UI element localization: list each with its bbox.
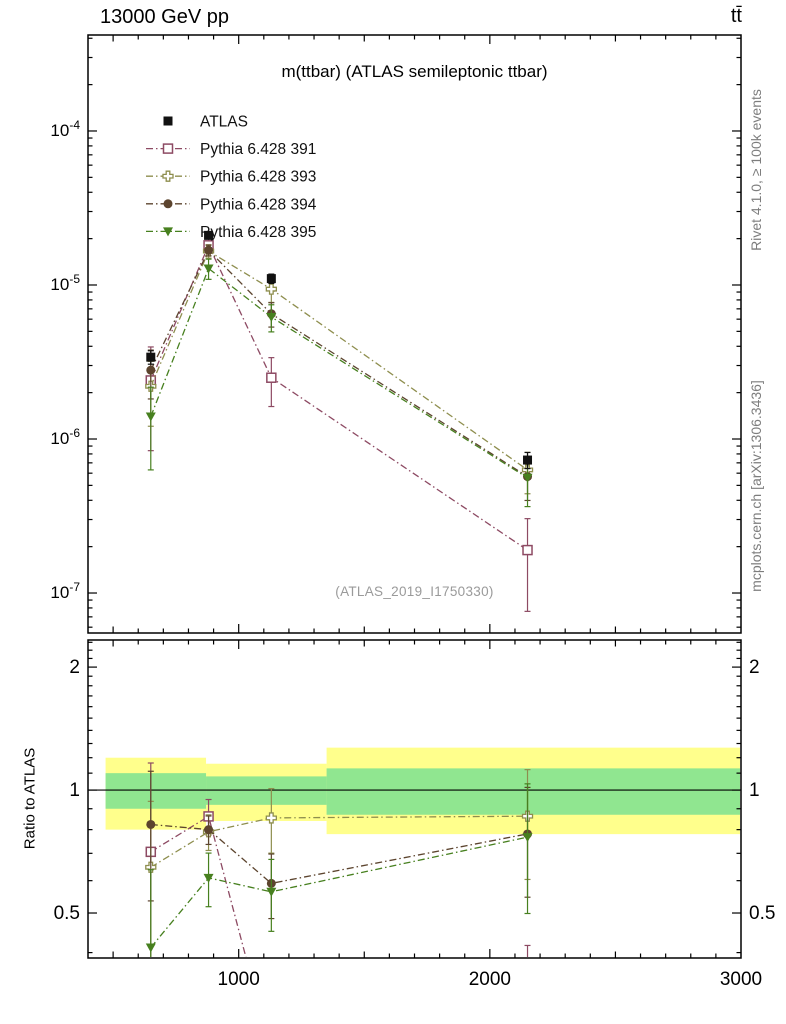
legend-item-label: Pythia 6.428 395 bbox=[200, 224, 316, 241]
legend-item: ATLAS bbox=[163, 114, 248, 131]
data-point-open-cross bbox=[162, 170, 174, 182]
process-label: tt̄ bbox=[730, 5, 742, 27]
y-axis-tick-label: 10-4 bbox=[50, 118, 80, 140]
data-point-triangle-down bbox=[203, 873, 214, 883]
data-point-triangle-down bbox=[522, 473, 533, 483]
series-pythia-6-428-394 bbox=[146, 244, 533, 502]
ratio-tick-label-right: 1 bbox=[749, 780, 760, 801]
data-point-filled-circle bbox=[163, 199, 173, 209]
tspan: -5 bbox=[69, 272, 80, 286]
y-axis-tick-label: 10-6 bbox=[50, 426, 80, 448]
data-point-triangle-down bbox=[163, 227, 173, 237]
data-point-open-cross bbox=[265, 283, 277, 295]
tspan: -7 bbox=[69, 580, 80, 594]
rivet-version-note: Rivet 4.1.0, ≥ 100k events bbox=[748, 89, 764, 251]
green-uncertainty-band bbox=[326, 768, 740, 815]
ratio-tick-label-left: 2 bbox=[69, 657, 80, 678]
data-point-open-square bbox=[266, 372, 277, 383]
data-point-filled-square bbox=[163, 116, 173, 126]
legend-item: Pythia 6.428 394 bbox=[146, 196, 317, 213]
data-point-open-square bbox=[162, 143, 174, 154]
series-line bbox=[150, 250, 528, 471]
data-point-filled-circle bbox=[146, 819, 156, 829]
y-axis-tick-label: 10-5 bbox=[50, 272, 80, 294]
series-atlas bbox=[146, 230, 533, 470]
data-point-filled-circle bbox=[204, 825, 214, 835]
series-line bbox=[150, 836, 528, 948]
legend-item-label: Pythia 6.428 391 bbox=[200, 141, 316, 158]
data-point-triangle-down bbox=[266, 312, 277, 322]
legend-item: Pythia 6.428 393 bbox=[146, 169, 316, 186]
mcplots-reference-note: mcplots.cern.ch [arXiv:1306.3436] bbox=[748, 380, 764, 592]
series-line bbox=[150, 815, 247, 957]
data-point-filled-circle bbox=[146, 365, 156, 375]
series-line bbox=[150, 267, 528, 479]
y-axis-tick-label: 10-7 bbox=[50, 580, 80, 602]
ratio-tick-label-right: 0.5 bbox=[749, 903, 775, 924]
data-point-filled-square bbox=[266, 274, 276, 284]
plot-title: m(ttbar) (ATLAS semileptonic ttbar) bbox=[281, 62, 548, 81]
series-line bbox=[150, 815, 528, 868]
data-point-triangle-down bbox=[203, 264, 214, 274]
series-pythia-6-428-391 bbox=[145, 238, 533, 612]
series-line bbox=[150, 243, 528, 551]
data-point-open-square bbox=[522, 544, 533, 556]
legend-item-label: ATLAS bbox=[200, 114, 248, 131]
tspan: -4 bbox=[69, 118, 80, 132]
data-point-filled-square bbox=[204, 230, 214, 240]
main-panel-frame bbox=[87, 34, 742, 634]
ratio-tick-label-right: 2 bbox=[749, 657, 760, 678]
analysis-id-watermark: (ATLAS_2019_I1750330) bbox=[335, 584, 494, 599]
beam-energy-label: 13000 GeV pp bbox=[100, 6, 229, 28]
data-point-triangle-down bbox=[145, 412, 156, 422]
ratio-axis-label: Ratio to ATLAS bbox=[21, 747, 39, 850]
series-line bbox=[150, 249, 528, 478]
tspan: -6 bbox=[69, 426, 80, 440]
ratio-tick-label-left: 0.5 bbox=[54, 903, 80, 924]
ratio-uncertainty-bands bbox=[89, 747, 740, 835]
ratio-panel-data bbox=[145, 762, 534, 957]
data-point-filled-square bbox=[146, 352, 156, 362]
legend-item: Pythia 6.428 395 bbox=[146, 224, 316, 241]
series-line bbox=[150, 823, 528, 885]
main-panel-data bbox=[145, 230, 534, 612]
data-point-triangle-down bbox=[266, 887, 277, 897]
legend-item-label: Pythia 6.428 393 bbox=[200, 169, 316, 186]
data-point-open-cross bbox=[265, 812, 277, 824]
x-axis-tick-label: 1000 bbox=[218, 969, 260, 990]
green-uncertainty-band bbox=[206, 776, 327, 805]
series-pythia-6-428-393 bbox=[145, 244, 534, 495]
x-axis-tick-label: 3000 bbox=[720, 969, 762, 990]
series-pythia-6-428-395 bbox=[145, 258, 533, 508]
legend-item-label: Pythia 6.428 394 bbox=[200, 196, 317, 213]
x-axis-tick-label: 2000 bbox=[469, 969, 511, 990]
data-point-triangle-down bbox=[522, 833, 533, 843]
green-uncertainty-band bbox=[105, 773, 207, 809]
series-pythia-6-428-395-ratio bbox=[145, 783, 533, 957]
legend-item: Pythia 6.428 391 bbox=[146, 141, 316, 158]
data-point-triangle-down bbox=[145, 943, 156, 953]
data-point-filled-square bbox=[523, 455, 533, 465]
ratio-tick-label-left: 1 bbox=[69, 780, 80, 801]
data-point-filled-circle bbox=[204, 245, 214, 255]
